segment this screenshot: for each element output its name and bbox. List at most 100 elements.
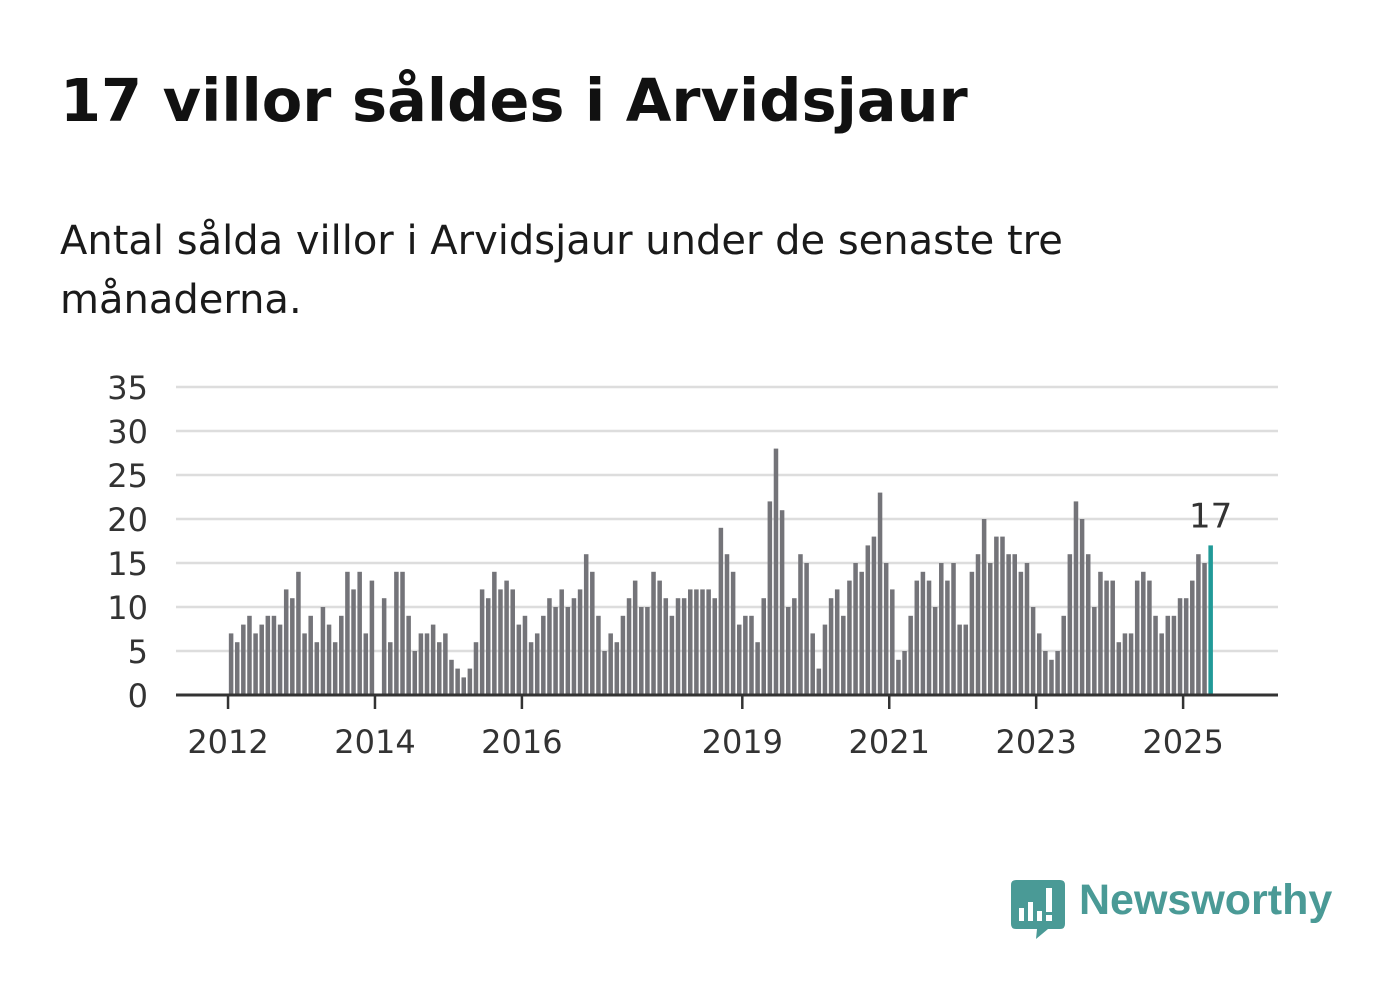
bar (1116, 642, 1122, 695)
bar (828, 598, 834, 695)
bar (975, 554, 981, 695)
y-tick-label: 0 (128, 677, 148, 715)
bar (614, 642, 620, 695)
y-tick-label: 10 (107, 589, 148, 627)
bar (363, 633, 369, 695)
bar (1122, 633, 1128, 695)
bar (608, 633, 613, 695)
bar (736, 624, 742, 695)
bar (712, 598, 718, 695)
bar-series (228, 448, 1213, 695)
bar (528, 642, 534, 695)
bar (755, 642, 760, 695)
bar (283, 589, 289, 695)
bar (1012, 554, 1017, 695)
bar (663, 598, 669, 695)
bar (853, 563, 858, 695)
bar (743, 615, 748, 695)
bar (516, 624, 522, 695)
bar (1006, 554, 1011, 695)
bar (1202, 563, 1207, 695)
bar (1104, 580, 1109, 695)
data-labels: 17 (1189, 496, 1232, 536)
bar (1134, 580, 1140, 695)
bar (669, 615, 675, 695)
bar (1128, 633, 1134, 695)
bar (810, 633, 815, 695)
bar (939, 563, 944, 695)
bar (730, 571, 736, 695)
y-tick-label: 30 (107, 413, 148, 451)
bar (388, 642, 393, 695)
bar (963, 624, 969, 695)
bar (773, 448, 779, 695)
bar (871, 536, 877, 695)
bar (492, 571, 497, 695)
bar (1073, 501, 1079, 695)
bar (681, 598, 687, 695)
latest-value-label: 17 (1189, 496, 1232, 536)
bar (749, 615, 754, 695)
x-tick-label: 2019 (702, 723, 783, 761)
bar (688, 589, 693, 695)
bar (896, 659, 901, 695)
highlighted-bar (1208, 545, 1213, 695)
bar (534, 633, 540, 695)
bar (761, 598, 766, 695)
bar (302, 633, 307, 695)
bar (767, 501, 773, 695)
bar (296, 571, 301, 695)
bar (1079, 519, 1085, 695)
bar (351, 589, 356, 695)
bar (1110, 580, 1115, 695)
bar (957, 624, 962, 695)
bar (577, 589, 583, 695)
bar (498, 589, 503, 695)
bar (724, 554, 730, 695)
bar (290, 598, 295, 695)
bar (259, 624, 264, 695)
bar (945, 580, 950, 695)
bar (994, 536, 999, 695)
bar (400, 571, 405, 695)
bar (694, 589, 699, 695)
bar (1092, 607, 1097, 695)
bar (834, 589, 840, 695)
bar (920, 571, 926, 695)
bar (473, 642, 479, 695)
bar (277, 624, 283, 695)
bar (1043, 651, 1048, 695)
bar (908, 615, 913, 695)
x-tick-label: 2014 (334, 723, 415, 761)
bar (620, 615, 626, 695)
bar (241, 624, 246, 695)
bar (645, 607, 650, 695)
bar (1153, 615, 1158, 695)
bar (639, 607, 644, 695)
y-tick-label: 5 (128, 633, 148, 671)
bar (247, 615, 252, 695)
bar (1067, 554, 1073, 695)
bar (841, 615, 846, 695)
bar (357, 571, 362, 695)
bar (467, 668, 473, 695)
bar (553, 607, 558, 695)
bar (1049, 659, 1054, 695)
bar (1171, 615, 1177, 695)
newsworthy-logo-icon (1011, 880, 1065, 939)
bar (461, 677, 466, 695)
bar (657, 580, 662, 695)
bar (418, 633, 424, 695)
bar (541, 615, 546, 695)
bar (706, 589, 711, 695)
bar (522, 615, 528, 695)
bar (332, 642, 338, 695)
bar (271, 615, 277, 695)
bar (987, 563, 993, 695)
bar (602, 651, 607, 695)
bar (1196, 554, 1201, 695)
bar (596, 615, 601, 695)
bar (339, 615, 344, 695)
bar (1183, 598, 1189, 695)
